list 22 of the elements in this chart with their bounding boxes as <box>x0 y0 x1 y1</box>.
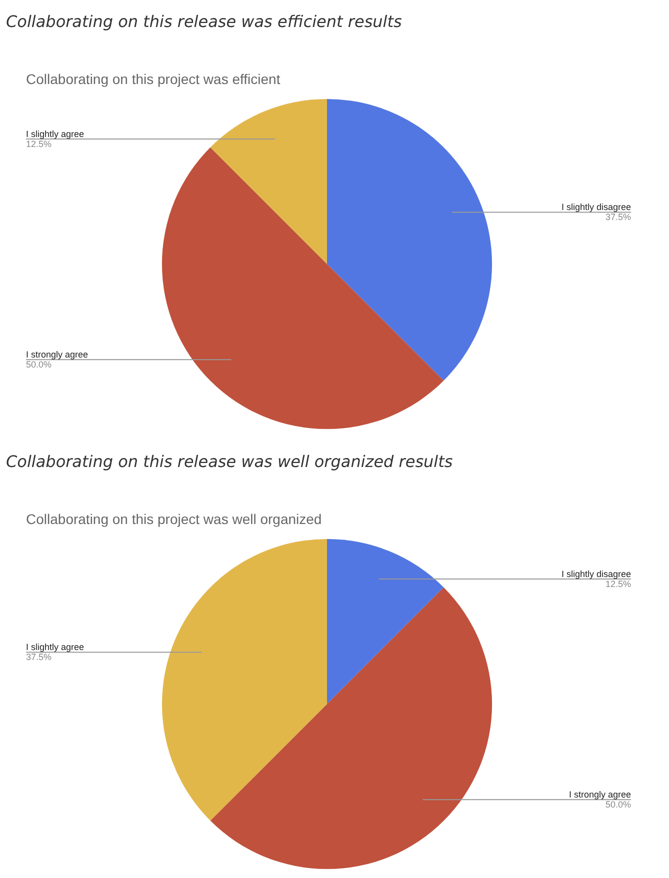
slice-label: I strongly agree <box>568 790 631 800</box>
chart-title: Collaborating on this release was well organized results <box>6 452 453 471</box>
data-label: 12.5% <box>26 139 52 149</box>
data-label: 50.0% <box>26 360 52 370</box>
chart-subtitle: Collaborating on this project was efficient <box>26 71 280 87</box>
pie-slice <box>327 539 444 704</box>
data-label: 37.5% <box>605 212 631 222</box>
chart-title: Collaborating on this release was efficient results <box>6 12 402 31</box>
pie-slice <box>162 539 327 821</box>
chart-subtitle: Collaborating on this project was well organized <box>26 511 322 527</box>
pie-slice <box>162 147 444 429</box>
pie-slice <box>327 99 492 381</box>
slice-label: I slightly disagree <box>561 569 631 579</box>
slice-label: I slightly disagree <box>561 202 631 212</box>
data-label: 50.0% <box>605 800 631 810</box>
slice-label: I strongly agree <box>26 350 88 360</box>
pie-slice <box>210 587 492 869</box>
data-label: 37.5% <box>26 652 52 662</box>
pie-slice <box>210 99 327 264</box>
slice-label: I slightly agree <box>26 129 84 139</box>
data-label: 12.5% <box>605 579 631 589</box>
slice-label: I slightly agree <box>26 642 84 652</box>
